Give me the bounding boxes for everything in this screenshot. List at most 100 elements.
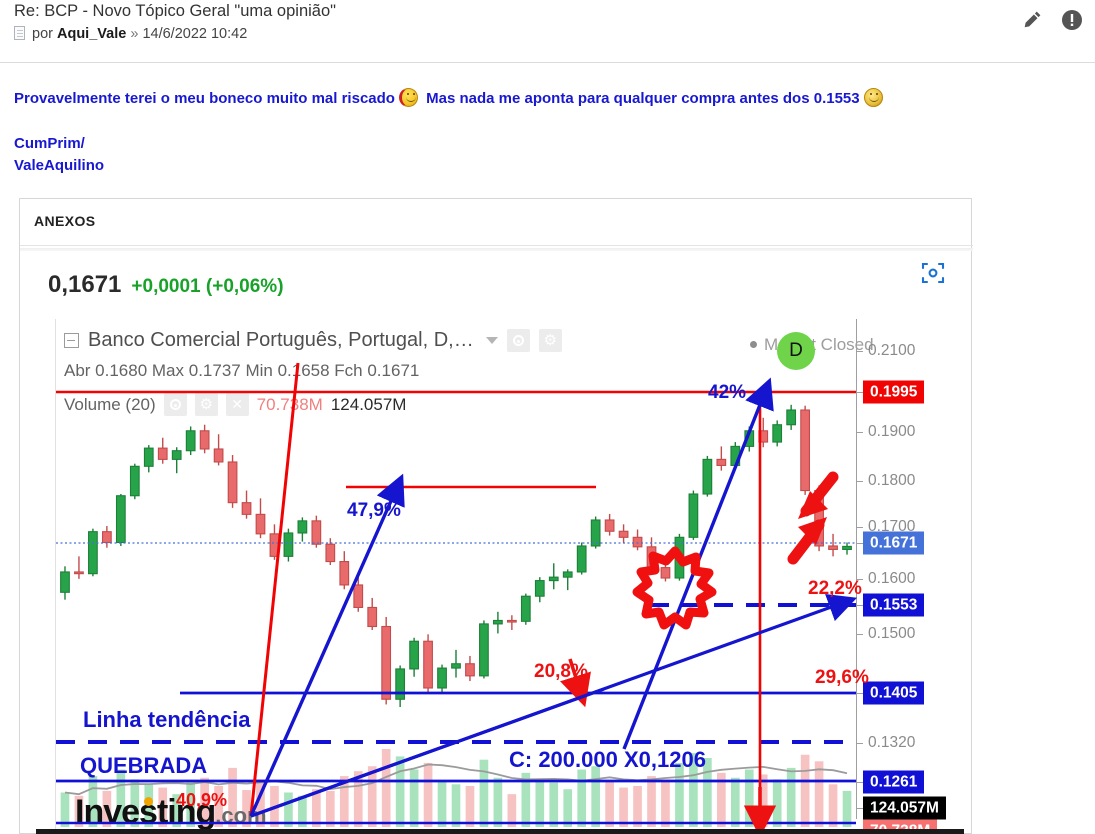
candle-body xyxy=(758,430,769,443)
post-signature: CumPrim/ ValeAquilino xyxy=(14,133,1084,177)
chart-annotation-pct-208: 20,8% xyxy=(534,661,588,682)
axis-tick-label: 0.2100 xyxy=(868,342,916,359)
axis-price-badge[interactable]: 0.1553 xyxy=(863,593,925,617)
volume-bar xyxy=(284,792,293,827)
price-axis[interactable]: 0.2100 0.1995 0.1900 0.1800 0.1700 0.1671 0.16… xyxy=(856,319,964,834)
volume-bar xyxy=(325,790,335,827)
signature-line-2: ValeAquilino xyxy=(14,157,105,174)
volume-bar xyxy=(409,769,419,827)
candle-body xyxy=(213,448,224,463)
volume-value-average: 124.057M xyxy=(330,394,407,414)
volume-bar xyxy=(367,766,377,827)
candle-body xyxy=(576,545,587,573)
volume-bar xyxy=(744,769,754,827)
candle-body xyxy=(88,531,98,575)
candle-body xyxy=(590,519,601,547)
quote-change: +0,0001 (+0,06%) xyxy=(131,276,284,297)
axis-tick xyxy=(856,693,863,694)
attachments-divider xyxy=(20,245,973,246)
collapse-icon[interactable] xyxy=(64,333,79,348)
candle-body xyxy=(702,458,713,495)
axis-price-badge[interactable]: 0.1261 xyxy=(863,770,925,794)
timeframe-badge[interactable]: D xyxy=(777,332,815,370)
axis-tick xyxy=(856,527,863,528)
volume-bar xyxy=(605,781,614,827)
watermark-dot-icon xyxy=(144,797,153,806)
header-divider xyxy=(0,62,1095,63)
candle-body xyxy=(171,450,182,460)
document-icon xyxy=(14,26,25,40)
volume-bar xyxy=(270,785,279,827)
ohlc-readout: Abr 0.1680 Max 0.1737 Min 0.1658 Fch 0.1… xyxy=(64,361,420,380)
focus-frame-icon[interactable] xyxy=(919,259,947,287)
axis-price-badge[interactable]: 0.1405 xyxy=(863,681,925,705)
volume-bar xyxy=(60,792,70,827)
volume-eye-icon[interactable] xyxy=(163,393,187,416)
eye-icon[interactable] xyxy=(506,329,530,352)
axis-tick xyxy=(856,543,863,544)
chart-inner: Banco Comercial Português, Portugal, D,…… xyxy=(36,319,964,834)
plot-left-border xyxy=(55,319,56,834)
volume-bar xyxy=(437,781,447,827)
candle-body xyxy=(199,430,210,450)
quote-price: 0,1671 xyxy=(48,271,122,298)
attachments-panel: ANEXOS 0,1671 +0,0001 (+0,06%) Banco Co xyxy=(19,198,973,834)
candle-body xyxy=(381,625,392,700)
axis-price-badge[interactable]: 0.1995 xyxy=(863,380,925,404)
volume-bar xyxy=(395,756,405,827)
volume-bar xyxy=(842,790,852,827)
axis-tick-label: 0.1500 xyxy=(868,625,916,642)
candle-body xyxy=(800,409,811,492)
price-chart[interactable]: Banco Comercial Português, Portugal, D,…… xyxy=(36,319,964,834)
candle-body xyxy=(269,533,280,557)
attachments-label: ANEXOS xyxy=(34,213,96,229)
volume-readout: Volume (20) ⚙ ✕ 70.738M 124.057M xyxy=(64,393,406,416)
candle-body xyxy=(353,584,364,609)
candle-body xyxy=(297,520,308,534)
signature-line-1: CumPrim/ xyxy=(14,135,85,152)
edit-icon[interactable] xyxy=(1021,9,1043,31)
exclamation-icon[interactable] xyxy=(1061,9,1083,31)
candle-body xyxy=(115,495,126,544)
chevron-down-icon[interactable] xyxy=(485,337,498,344)
axis-price-badge[interactable]: 0.1671 xyxy=(863,531,925,555)
starburst-annotation xyxy=(632,546,717,630)
candle-body xyxy=(339,561,350,586)
candle-body xyxy=(786,409,797,426)
volume-close-icon[interactable]: ✕ xyxy=(225,393,249,416)
gear-icon[interactable]: ⚙ xyxy=(538,329,562,352)
candle-body xyxy=(618,530,629,538)
axis-tick-label: 0.1800 xyxy=(868,472,916,489)
volume-bar xyxy=(507,794,517,827)
candle-body xyxy=(842,545,852,550)
candle-body xyxy=(772,424,783,443)
candle-body xyxy=(674,536,685,579)
volume-bar xyxy=(828,784,838,827)
volume-bar xyxy=(563,789,573,827)
axis-tick xyxy=(856,743,863,744)
volume-bar xyxy=(647,776,656,827)
post-title: Re: BCP - Novo Tópico Geral "uma opinião… xyxy=(14,2,337,20)
candle-body xyxy=(157,447,168,460)
attachments-divider-shadow xyxy=(20,248,973,251)
axis-price-badge[interactable]: 124.057M xyxy=(863,796,946,820)
volume-gear-icon[interactable]: ⚙ xyxy=(194,393,218,416)
volume-bar xyxy=(423,762,433,827)
post-author[interactable]: Aqui_Vale xyxy=(57,26,127,42)
candle-body xyxy=(548,576,559,582)
candle-body xyxy=(241,502,252,515)
axis-tick xyxy=(856,351,863,352)
candle-body xyxy=(632,536,643,548)
candle-body xyxy=(730,445,741,466)
red-arrow-down xyxy=(800,471,839,517)
volume-bar xyxy=(339,776,349,827)
candle-body xyxy=(506,619,517,623)
candle-body xyxy=(437,667,447,689)
volume-bar xyxy=(591,766,600,827)
volume-bar xyxy=(689,753,698,827)
candle-body xyxy=(451,663,461,669)
chart-annotation-quebrada: QUEBRADA xyxy=(80,753,207,778)
axis-tick xyxy=(856,634,863,635)
axis-tick xyxy=(856,605,863,606)
volume-bar xyxy=(451,784,461,827)
